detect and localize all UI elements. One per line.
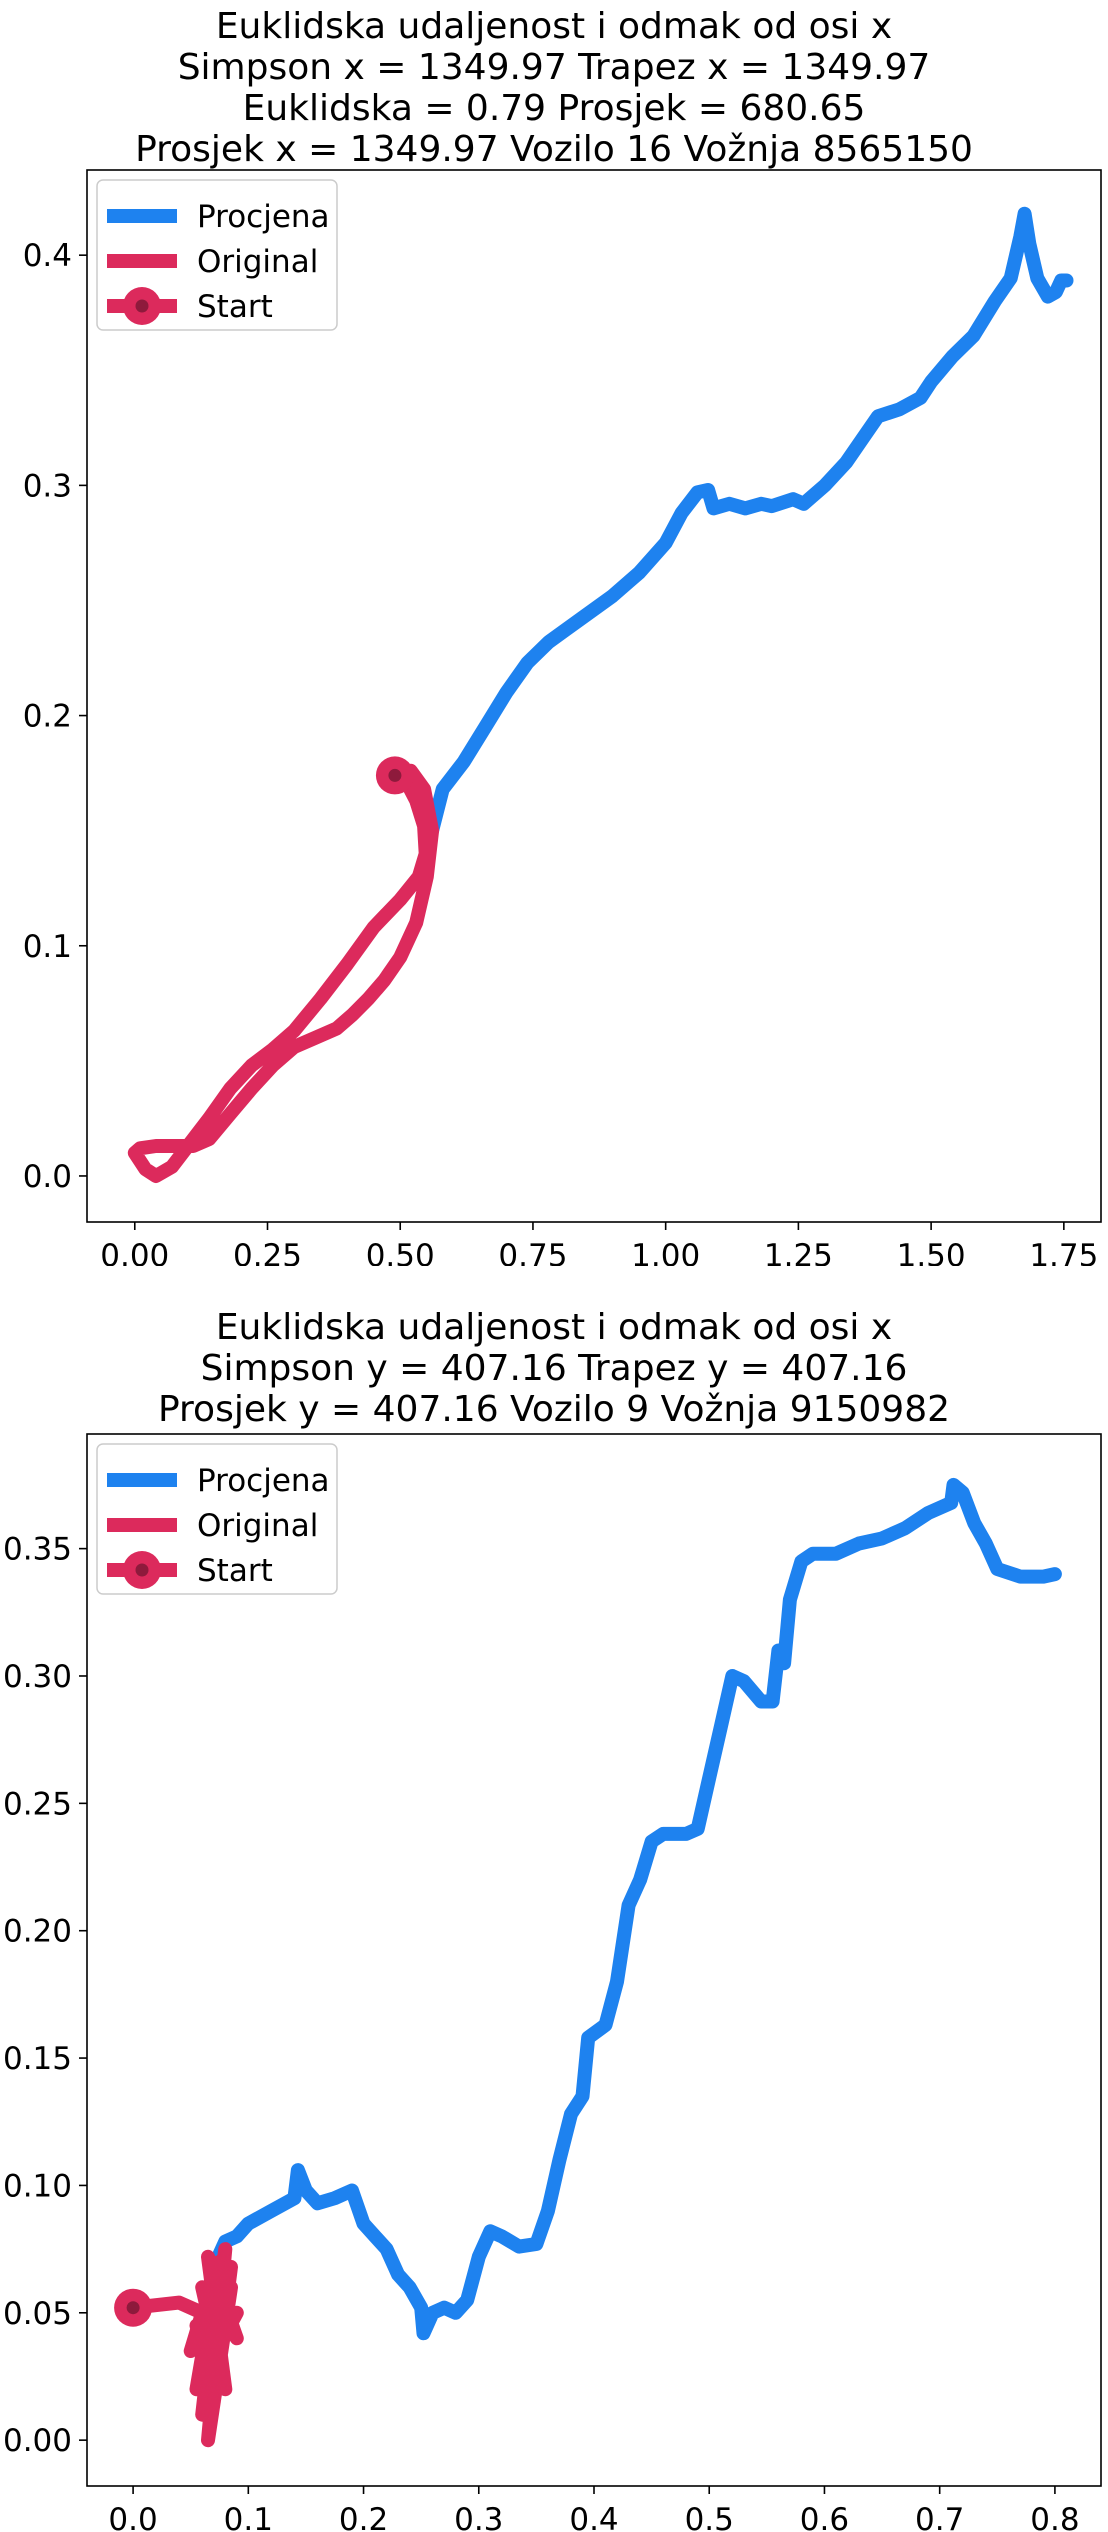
chart-title-line: Euklidska udaljenost i odmak od osi x xyxy=(215,6,893,47)
plot-frame xyxy=(86,169,1102,1223)
y-tick-label: 0.3 xyxy=(23,468,72,504)
start-marker-center xyxy=(388,768,402,782)
legend-label: Start xyxy=(197,1553,273,1589)
series-line-original xyxy=(127,763,440,1183)
y-tick-label: 0.2 xyxy=(23,699,72,735)
legend-label: Procjena xyxy=(197,199,330,235)
chart-title-line: Euklidska udaljenost i odmak od osi x xyxy=(215,1307,893,1348)
x-tick-label: 0.7 xyxy=(915,2502,964,2532)
chart-title-line: Prosjek x = 1349.97 Vozilo 16 Vožnja 856… xyxy=(135,129,973,170)
y-tick-label: 0.05 xyxy=(3,2296,72,2332)
chart-title-line: Simpson x = 1349.97 Trapez x = 1349.97 xyxy=(177,47,931,88)
x-tick-label: 0.50 xyxy=(366,1238,435,1266)
series-line-original xyxy=(126,2242,244,2448)
chart-title-line: Simpson y = 407.16 Trapez y = 407.16 xyxy=(200,1348,908,1389)
y-tick-label: 0.35 xyxy=(3,1532,72,1568)
y-tick-label: 0.1 xyxy=(23,929,72,965)
y-tick-label: 0.00 xyxy=(3,2423,72,2459)
x-tick-label: 1.25 xyxy=(764,1238,833,1266)
y-tick-label: 0.25 xyxy=(3,1786,72,1822)
y-tick-label: 0.15 xyxy=(3,2041,72,2077)
x-tick-label: 0.00 xyxy=(100,1238,169,1266)
x-tick-label: 0.0 xyxy=(108,2502,157,2532)
legend-label: Original xyxy=(197,244,318,280)
series-line-procjena xyxy=(425,206,1074,838)
series-group xyxy=(114,1477,1062,2448)
legend-marker-center xyxy=(135,1563,149,1577)
legend-label: Original xyxy=(197,1508,318,1544)
x-tick-label: 0.2 xyxy=(339,2502,388,2532)
x-tick-label: 1.75 xyxy=(1029,1238,1098,1266)
x-tick-label: 0.5 xyxy=(685,2502,734,2532)
legend-label: Procjena xyxy=(197,1463,330,1499)
chart-title-line: Prosjek y = 407.16 Vozilo 9 Vožnja 91509… xyxy=(157,1389,951,1430)
y-tick-label: 0.0 xyxy=(23,1159,72,1195)
legend-marker-center xyxy=(135,299,149,313)
y-tick-label: 0.10 xyxy=(3,2168,72,2204)
legend-label: Start xyxy=(197,289,273,325)
series-group xyxy=(127,206,1074,1183)
x-tick-label: 1.50 xyxy=(897,1238,966,1266)
x-tick-label: 0.6 xyxy=(800,2502,849,2532)
chart-panel-2: Euklidska udaljenost i odmak od osi x Si… xyxy=(0,1266,1108,2532)
x-tick-label: 0.8 xyxy=(1030,2502,1079,2532)
y-tick-label: 0.30 xyxy=(3,1659,72,1695)
start-marker-center xyxy=(126,2301,140,2315)
chart-plot-2: 0.0 0.1 0.2 0.3 0.4 0.5 0.6 0.7 0.8 0.00 0.05 0.10 0… xyxy=(3,1433,1102,2532)
x-tick-label: 0.1 xyxy=(224,2502,273,2532)
series-line-procjena xyxy=(206,1477,1062,2341)
chart-title-line: Euklidska = 0.79 Prosjek = 680.65 xyxy=(242,88,866,129)
x-tick-label: 1.00 xyxy=(631,1238,700,1266)
x-tick-label: 0.25 xyxy=(233,1238,302,1266)
x-tick-label: 0.4 xyxy=(569,2502,618,2532)
chart-panel-1: Euklidska udaljenost i odmak od osi x Si… xyxy=(23,6,1102,1266)
y-tick-label: 0.20 xyxy=(3,1914,72,1950)
x-tick-label: 0.75 xyxy=(498,1238,567,1266)
y-tick-label: 0.4 xyxy=(23,238,72,274)
x-tick-label: 0.3 xyxy=(454,2502,503,2532)
chart-plot-1: 0.00 0.25 0.50 0.75 1.00 1.25 1.50 1.75 0.0 0.1 0.… xyxy=(23,169,1102,1266)
